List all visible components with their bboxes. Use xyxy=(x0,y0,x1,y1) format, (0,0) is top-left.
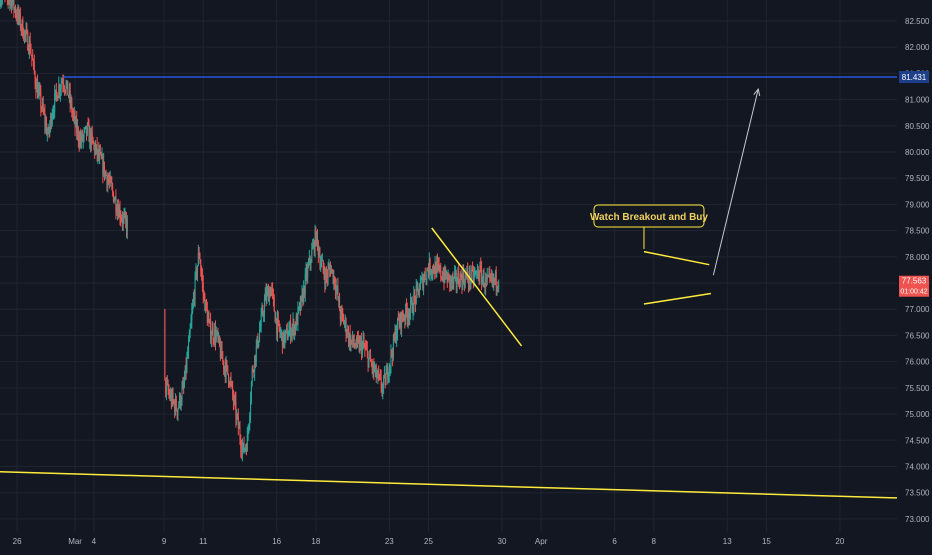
candle-body xyxy=(190,328,191,332)
candle-body xyxy=(417,285,418,289)
x-tick-label: Mar xyxy=(68,537,82,546)
candle-body xyxy=(127,220,128,232)
candle-body xyxy=(40,92,41,108)
y-tick-label: 76.500 xyxy=(905,331,930,340)
y-tick-label: 76.000 xyxy=(905,358,930,367)
candle-body xyxy=(61,84,62,89)
candle-body xyxy=(425,274,426,279)
y-tick-label: 74.000 xyxy=(905,462,930,471)
candle-body xyxy=(440,266,441,277)
current-price-label: 77.563 xyxy=(902,277,927,286)
candle-body xyxy=(176,399,177,410)
x-tick-label: 4 xyxy=(92,537,97,546)
candle-body xyxy=(288,337,289,340)
candle-body xyxy=(274,298,275,312)
y-tick-label: 75.000 xyxy=(905,410,930,419)
candle-body xyxy=(67,81,68,96)
y-tick-label: 80.000 xyxy=(905,148,930,157)
candle-body xyxy=(261,314,262,326)
x-tick-label: 15 xyxy=(762,537,771,546)
y-tick-label: 77.000 xyxy=(905,305,930,314)
y-tick-label: 74.500 xyxy=(905,436,930,445)
y-tick-label: 78.000 xyxy=(905,253,930,262)
candle-body xyxy=(321,261,322,265)
candle-body xyxy=(386,374,387,385)
callout-text: Watch Breakout and Buy xyxy=(590,212,708,223)
x-tick-label: 25 xyxy=(424,537,433,546)
x-tick-label: 16 xyxy=(272,537,281,546)
candle-body xyxy=(496,272,497,288)
candle-body xyxy=(264,301,265,315)
candle-body xyxy=(197,265,198,276)
x-tick-label: 11 xyxy=(199,537,208,546)
candle-body xyxy=(186,357,187,371)
y-tick-label: 81.000 xyxy=(905,96,930,105)
x-tick-label: 18 xyxy=(311,537,320,546)
candle-body xyxy=(177,408,178,415)
candle-body xyxy=(31,52,32,55)
y-tick-label: 79.500 xyxy=(905,174,930,183)
y-tick-label: 73.500 xyxy=(905,489,930,498)
x-tick-label: 6 xyxy=(612,537,617,546)
candle-body xyxy=(448,273,449,274)
candle-body xyxy=(227,365,228,374)
y-tick-label: 82.000 xyxy=(905,43,930,52)
candle-body xyxy=(182,388,183,401)
y-tick-label: 79.000 xyxy=(905,200,930,209)
x-tick-label: 9 xyxy=(162,537,167,546)
candle-body xyxy=(226,362,227,365)
candle-body xyxy=(256,346,257,362)
y-tick-label: 80.500 xyxy=(905,122,930,131)
y-tick-label: 73.000 xyxy=(905,515,930,524)
x-tick-label: 8 xyxy=(652,537,657,546)
candle-body xyxy=(164,309,165,378)
x-tick-label: 26 xyxy=(13,537,22,546)
x-tick-label: 23 xyxy=(385,537,394,546)
x-tick-label: 20 xyxy=(835,537,844,546)
candle-body xyxy=(498,285,499,288)
countdown-label: 01:00:42 xyxy=(900,289,927,296)
candle-body xyxy=(311,250,312,262)
candle-body xyxy=(188,342,189,354)
resistance-price-label: 81.431 xyxy=(902,73,927,82)
x-tick-label: Apr xyxy=(535,537,548,546)
y-tick-label: 75.500 xyxy=(905,384,930,393)
candle-body xyxy=(211,336,212,340)
candle-body xyxy=(112,186,113,192)
candle-body xyxy=(419,290,420,295)
y-tick-label: 78.500 xyxy=(905,227,930,236)
candle-body xyxy=(328,269,329,278)
y-tick-label: 82.500 xyxy=(905,17,930,26)
candle-body xyxy=(259,331,260,341)
x-tick-label: 30 xyxy=(498,537,507,546)
x-tick-label: 13 xyxy=(723,537,732,546)
